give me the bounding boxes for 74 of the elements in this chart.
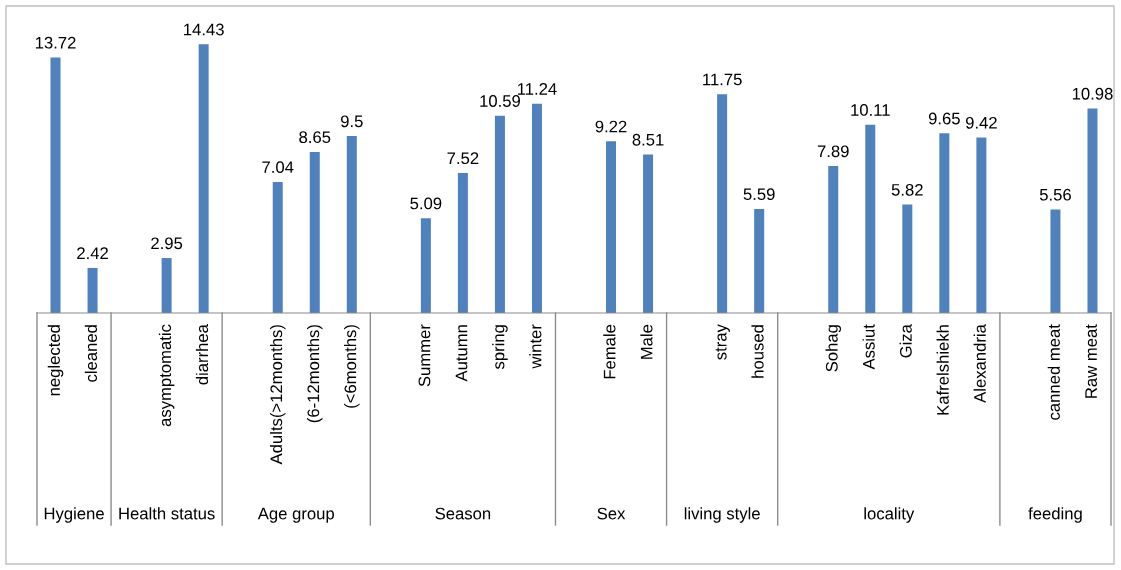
x-tick-label: spring <box>492 325 508 370</box>
bar <box>754 208 765 313</box>
text: Season <box>435 507 491 520</box>
bar <box>1050 209 1061 313</box>
x-tick-label: Female <box>603 324 616 379</box>
bar <box>87 267 98 313</box>
bar <box>717 94 728 313</box>
data-label: 11.24 <box>518 83 557 95</box>
x-tick-label: asymptomatic <box>158 324 175 427</box>
data-label: 10.59 <box>480 95 520 107</box>
bar <box>50 57 61 313</box>
bar <box>161 258 172 313</box>
data-label: 5.56 <box>1039 188 1071 201</box>
data-label: 10.98 <box>1072 87 1113 100</box>
x-tick-label: cleaned <box>84 325 98 382</box>
bar <box>272 181 283 313</box>
x-tick-label: diarrhea <box>195 324 209 385</box>
x-tick-label: Autumn <box>455 325 468 382</box>
data-label: 9.42 <box>965 116 997 129</box>
text: Hygiene <box>44 507 104 523</box>
x-tick-label: (6-12months) <box>306 325 323 423</box>
data-label: 7.89 <box>817 145 849 158</box>
x-tick-label: canned meat <box>1047 324 1060 420</box>
text: feeding <box>1028 507 1082 523</box>
bar <box>828 166 839 313</box>
data-label: 9.22 <box>595 120 627 133</box>
bar <box>606 141 617 313</box>
text: Sex <box>597 507 626 520</box>
bar <box>457 172 468 313</box>
data-label: 11.75 <box>703 73 742 86</box>
x-tick-label: Sohag <box>825 325 842 372</box>
bar <box>531 103 542 313</box>
bar <box>494 115 505 313</box>
data-label: 13.72 <box>35 36 76 49</box>
data-label: 8.65 <box>299 131 331 144</box>
text: Age group <box>257 507 334 523</box>
data-label: 2.42 <box>77 247 108 259</box>
x-tick-label: neglected <box>47 325 64 396</box>
data-label: 5.59 <box>743 188 775 201</box>
data-label: 2.95 <box>151 237 183 250</box>
x-tick-label: housed <box>751 325 764 378</box>
bar <box>420 218 431 313</box>
x-tick-label: Giza <box>899 324 912 358</box>
text: Health status <box>119 507 215 520</box>
data-label: 5.09 <box>410 197 442 210</box>
bar <box>902 204 913 313</box>
bar <box>643 154 654 313</box>
data-label: 7.04 <box>262 161 294 174</box>
data-label: 9.65 <box>928 112 960 125</box>
x-tick-label: winter <box>529 324 542 369</box>
data-label: 7.52 <box>447 152 479 165</box>
data-label: 9.5 <box>340 115 363 128</box>
data-label: 10.11 <box>851 104 890 116</box>
bar <box>865 124 876 313</box>
data-label: 5.82 <box>891 183 923 196</box>
bar <box>198 44 209 313</box>
x-tick-label: Kafrelshiekh <box>936 325 949 415</box>
text: locality <box>864 507 915 523</box>
bar <box>1087 108 1098 313</box>
bar <box>346 136 357 313</box>
x-tick-label: Adults(>12months) <box>269 325 286 465</box>
bar <box>976 137 987 313</box>
bar <box>309 151 320 313</box>
data-label: 8.51 <box>632 133 664 146</box>
data-label: 14.43 <box>184 23 224 36</box>
text: living style <box>684 507 760 523</box>
x-tick-label: Alexandria <box>973 324 986 403</box>
x-tick-label: Summer <box>418 324 431 387</box>
bar <box>939 133 950 313</box>
x-tick-label: Assiut <box>862 324 875 370</box>
x-tick-label: stray <box>715 324 730 360</box>
x-tick-label: Male <box>640 324 653 359</box>
x-tick-label: Raw meat <box>1085 324 1097 398</box>
x-tick-label: (<6months) <box>344 325 360 408</box>
